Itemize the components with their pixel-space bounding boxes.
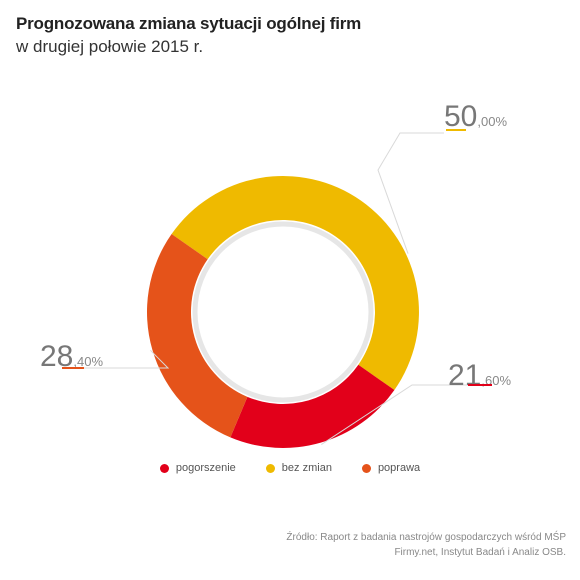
chart-title: Prognozowana zmiana sytuacji ogólnej fir… [16, 14, 362, 33]
legend-swatch-poprawa [361, 463, 371, 473]
slice-bez-zmian [171, 176, 419, 391]
value-label-small-poprawa: ,40% [73, 354, 103, 369]
value-label-bez-zmian: 50,00% [444, 100, 507, 133]
legend-label-poprawa: poprawa [377, 462, 421, 474]
legend-item-bez-zmian: bez zmian [265, 462, 332, 474]
value-label-small-bez-zmian: ,00% [477, 114, 507, 129]
legend-swatch-bez-zmian [265, 463, 275, 473]
value-label-pogorszenie: 21,60% [448, 359, 511, 392]
leader-line-bez-zmian [377, 132, 444, 254]
value-label-big-bez-zmian: 50 [444, 100, 477, 133]
legend-item-poprawa: poprawa [361, 462, 421, 474]
legend-label-pogorszenie: pogorszenie [175, 462, 236, 474]
legend-swatch-pogorszenie [159, 463, 169, 473]
leader-line-poprawa [84, 349, 170, 369]
source-line-1: Źródło: Raport z badania nastrojów gospo… [286, 532, 566, 543]
legend-label-bez-zmian: bez zmian [281, 462, 332, 474]
chart-subtitle: w drugiej połowie 2015 r. [16, 37, 204, 56]
value-label-big-pogorszenie: 21 [448, 359, 481, 392]
inner-ring [192, 221, 374, 403]
slice-pogorszenie [230, 364, 395, 448]
source-note: Źródło: Raport z badania nastrojów gospo… [146, 530, 566, 560]
slice-poprawa [147, 233, 248, 438]
leader-line-pogorszenie [321, 384, 468, 445]
value-label-poprawa: 28,40% [40, 340, 103, 373]
source-line-2: Firmy.net, Instytut Badań i Analiz OSB. [394, 547, 566, 558]
legend-item-pogorszenie: pogorszenie [159, 462, 236, 474]
legend: pogorszenie bez zmian poprawa [0, 462, 580, 474]
